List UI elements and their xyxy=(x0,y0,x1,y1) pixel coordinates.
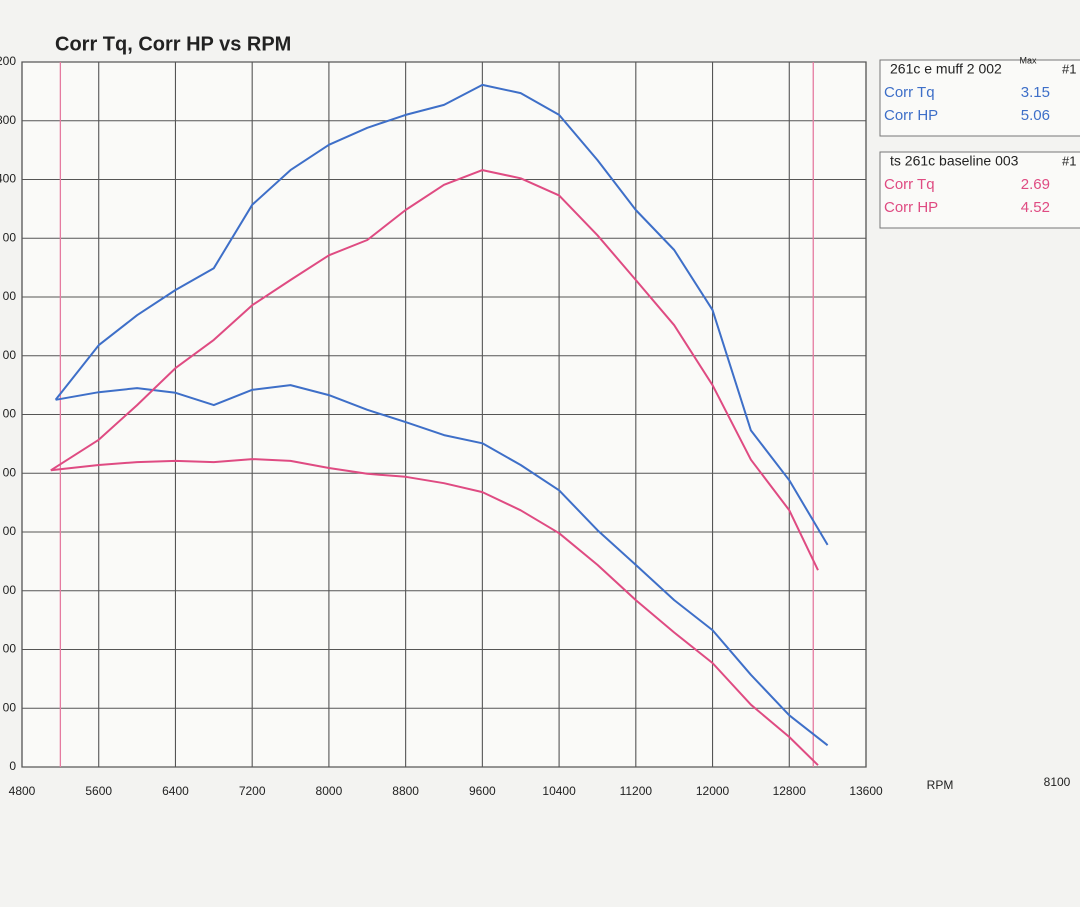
y-tick-label: 00 xyxy=(3,524,17,538)
legend-max-header: Max xyxy=(1019,55,1037,65)
legend-series-name: Corr Tq xyxy=(884,176,935,193)
y-tick-label: 00 xyxy=(3,583,17,597)
y-tick-label: 800 xyxy=(0,113,16,127)
x-tick-label: 9600 xyxy=(469,784,496,798)
y-tick-label: 00 xyxy=(3,289,17,303)
y-tick-label: 00 xyxy=(3,230,17,244)
legend-series-max: 5.06 xyxy=(1021,107,1050,124)
data-line xyxy=(50,169,819,571)
y-tick-label: 0 xyxy=(9,759,16,773)
legend-series-name: Corr Tq xyxy=(884,84,935,101)
x-tick-label: 8000 xyxy=(316,784,343,798)
y-tick-label: 400 xyxy=(0,172,16,186)
x-axis-label: RPM xyxy=(927,778,954,792)
legend-series-max: 2.69 xyxy=(1021,176,1050,193)
legend-box xyxy=(879,59,1080,137)
legend-series-name: Corr HP xyxy=(884,199,938,216)
legend-tag: #1 xyxy=(1062,61,1076,76)
x-tick-label: 10400 xyxy=(542,784,576,798)
x-tick-label: 6400 xyxy=(162,784,189,798)
chart-title: Corr Tq, Corr HP vs RPM xyxy=(55,33,291,55)
x-tick-label: 11200 xyxy=(620,784,653,798)
legend-tag: #1 xyxy=(1062,153,1076,168)
x-tick-label: 4800 xyxy=(9,784,36,798)
legend-title: ts 261c baseline 003 xyxy=(890,153,1019,169)
x-tick-label: 12000 xyxy=(696,784,730,798)
legend-series-max: 4.52 xyxy=(1021,199,1050,216)
x-tick-label: 12800 xyxy=(773,784,807,798)
y-tick-label: 200 xyxy=(0,54,16,68)
data-line xyxy=(54,83,829,546)
legend-series-name: Corr HP xyxy=(884,107,938,124)
note: 8100 xyxy=(1044,775,1071,789)
y-tick-label: 00 xyxy=(3,642,17,656)
data-line xyxy=(50,458,819,766)
x-tick-label: 5600 xyxy=(85,784,112,798)
legend-series-max: 3.15 xyxy=(1021,84,1050,101)
legend-box xyxy=(879,151,1080,229)
y-tick-label: 00 xyxy=(3,348,17,362)
y-tick-label: 00 xyxy=(3,465,17,479)
data-line xyxy=(55,384,829,747)
x-tick-label: 13600 xyxy=(849,784,883,798)
y-tick-label: 00 xyxy=(3,700,17,714)
x-tick-label: 7200 xyxy=(239,784,266,798)
legend-title: 261c e muff 2 002 xyxy=(890,61,1002,77)
y-tick-label: 00 xyxy=(3,407,17,421)
x-tick-label: 8800 xyxy=(392,784,419,798)
